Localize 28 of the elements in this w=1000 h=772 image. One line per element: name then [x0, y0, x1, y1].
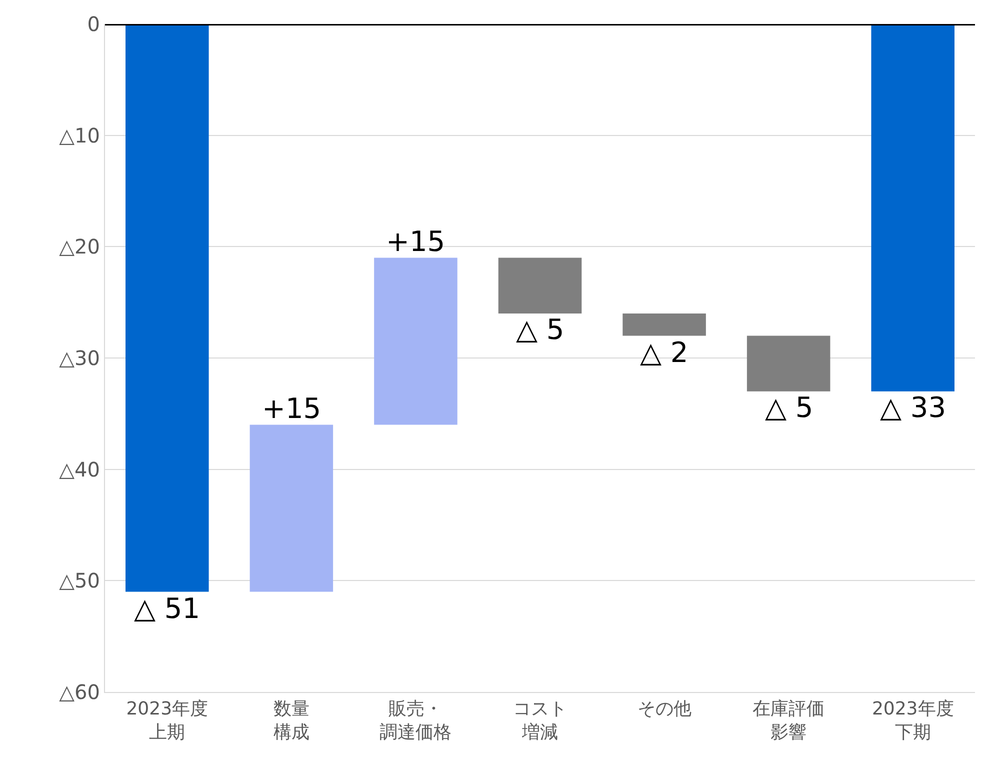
x-tick-label: 2023年度上期 [126, 698, 208, 743]
x-tick-label: 数量構成 [273, 698, 310, 743]
x-tick-label: 2023年度下期 [872, 698, 954, 743]
x-tick-label: 販売・調達価格 [380, 698, 452, 743]
bar [746, 336, 830, 392]
bar [622, 313, 706, 336]
bar [126, 24, 209, 592]
data-label: +15 [386, 225, 446, 258]
data-label: △ 5 [765, 391, 814, 424]
y-tick-label: △10 [59, 123, 100, 148]
bar [871, 24, 954, 392]
y-tick-label: △40 [59, 457, 100, 482]
data-label: +15 [262, 392, 322, 425]
data-label: △ 5 [516, 313, 564, 346]
bar [250, 424, 334, 592]
y-tick-label: △20 [59, 234, 100, 259]
data-label: △ 2 [640, 336, 688, 369]
y-tick-label: △50 [59, 568, 100, 593]
bar [498, 258, 582, 314]
x-tick-label: コスト増減 [513, 698, 567, 743]
y-tick-label: 0 [87, 12, 100, 36]
y-tick-label: △30 [59, 346, 100, 370]
data-label: △ 51 [134, 592, 200, 625]
bar [374, 258, 458, 425]
data-label: △ 33 [880, 391, 946, 424]
y-tick-label: △60 [59, 680, 100, 704]
x-tick-label: その他 [637, 698, 692, 720]
x-tick-label: 在庫評価影響 [752, 698, 825, 743]
